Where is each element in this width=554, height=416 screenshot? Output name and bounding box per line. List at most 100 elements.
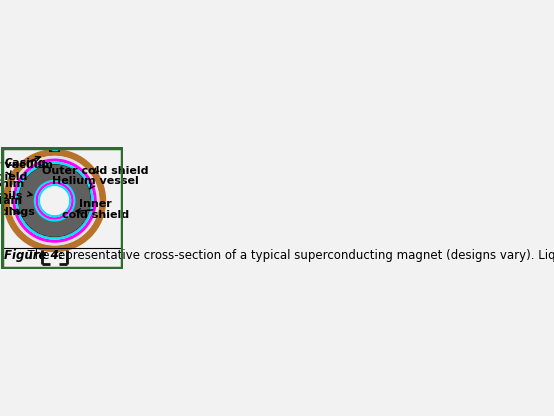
Circle shape	[32, 207, 33, 208]
Circle shape	[66, 175, 68, 176]
Circle shape	[84, 196, 85, 197]
Circle shape	[80, 194, 81, 195]
Circle shape	[43, 228, 44, 230]
Circle shape	[38, 217, 39, 218]
Circle shape	[24, 204, 25, 206]
Circle shape	[38, 186, 39, 187]
Circle shape	[33, 205, 34, 206]
Circle shape	[52, 166, 53, 167]
Circle shape	[30, 225, 31, 226]
Circle shape	[62, 176, 63, 177]
Circle shape	[78, 212, 79, 213]
Circle shape	[75, 194, 76, 195]
Circle shape	[65, 226, 66, 228]
Circle shape	[75, 183, 77, 184]
Circle shape	[51, 173, 52, 174]
Circle shape	[30, 195, 32, 196]
Circle shape	[33, 178, 34, 180]
Circle shape	[87, 190, 88, 191]
Circle shape	[61, 177, 62, 178]
Circle shape	[31, 183, 32, 185]
Text: Helium vessel: Helium vessel	[52, 176, 139, 189]
Circle shape	[57, 231, 58, 232]
Circle shape	[78, 186, 79, 187]
Circle shape	[48, 170, 49, 171]
Circle shape	[36, 184, 37, 185]
Circle shape	[47, 234, 48, 235]
Circle shape	[60, 171, 61, 173]
Circle shape	[85, 194, 86, 195]
Circle shape	[40, 177, 41, 178]
Circle shape	[65, 176, 66, 178]
Circle shape	[51, 229, 52, 230]
Circle shape	[30, 212, 32, 213]
Circle shape	[33, 186, 35, 187]
Circle shape	[69, 171, 70, 172]
Circle shape	[66, 222, 67, 223]
Circle shape	[31, 189, 32, 190]
Circle shape	[22, 192, 23, 193]
Circle shape	[29, 198, 30, 199]
Circle shape	[31, 181, 32, 182]
Circle shape	[38, 181, 39, 183]
Circle shape	[76, 210, 78, 211]
Circle shape	[33, 216, 35, 218]
Circle shape	[80, 202, 81, 203]
Circle shape	[25, 206, 26, 208]
Circle shape	[59, 229, 60, 230]
Circle shape	[54, 233, 56, 234]
Circle shape	[32, 223, 33, 225]
Circle shape	[45, 174, 46, 176]
Circle shape	[21, 194, 22, 195]
Circle shape	[72, 222, 73, 223]
Circle shape	[31, 204, 32, 206]
Circle shape	[84, 198, 85, 199]
Circle shape	[83, 192, 84, 193]
Circle shape	[46, 179, 47, 180]
Circle shape	[81, 221, 83, 223]
Circle shape	[75, 179, 76, 181]
Circle shape	[60, 176, 61, 177]
Circle shape	[41, 219, 43, 220]
Circle shape	[68, 218, 69, 219]
Circle shape	[46, 173, 48, 174]
Circle shape	[77, 198, 78, 199]
Circle shape	[83, 210, 84, 211]
Circle shape	[59, 170, 60, 171]
Circle shape	[30, 221, 31, 222]
Circle shape	[76, 174, 78, 176]
Circle shape	[35, 189, 36, 190]
Circle shape	[28, 222, 29, 223]
Circle shape	[34, 226, 35, 228]
Circle shape	[30, 194, 31, 195]
Circle shape	[57, 172, 58, 173]
Circle shape	[48, 166, 49, 167]
Circle shape	[65, 181, 66, 182]
Circle shape	[85, 190, 86, 191]
Text: Helium fill and cold head: Helium fill and cold head	[0, 415, 1, 416]
Circle shape	[65, 179, 67, 181]
Circle shape	[81, 181, 82, 182]
Circle shape	[69, 173, 70, 174]
Circle shape	[44, 220, 45, 222]
Circle shape	[20, 202, 22, 203]
Circle shape	[80, 208, 82, 210]
Circle shape	[23, 191, 24, 192]
Circle shape	[85, 210, 86, 211]
Circle shape	[78, 194, 79, 195]
Circle shape	[83, 216, 85, 217]
Circle shape	[33, 218, 34, 220]
Circle shape	[29, 178, 30, 179]
Circle shape	[55, 234, 57, 235]
Circle shape	[57, 222, 58, 223]
Circle shape	[61, 178, 63, 179]
Circle shape	[77, 184, 78, 186]
Circle shape	[61, 174, 63, 175]
Circle shape	[22, 213, 23, 215]
Circle shape	[67, 225, 68, 227]
Circle shape	[27, 200, 28, 201]
Circle shape	[28, 221, 29, 223]
Circle shape	[45, 230, 46, 231]
Circle shape	[68, 181, 69, 182]
Circle shape	[22, 213, 23, 215]
